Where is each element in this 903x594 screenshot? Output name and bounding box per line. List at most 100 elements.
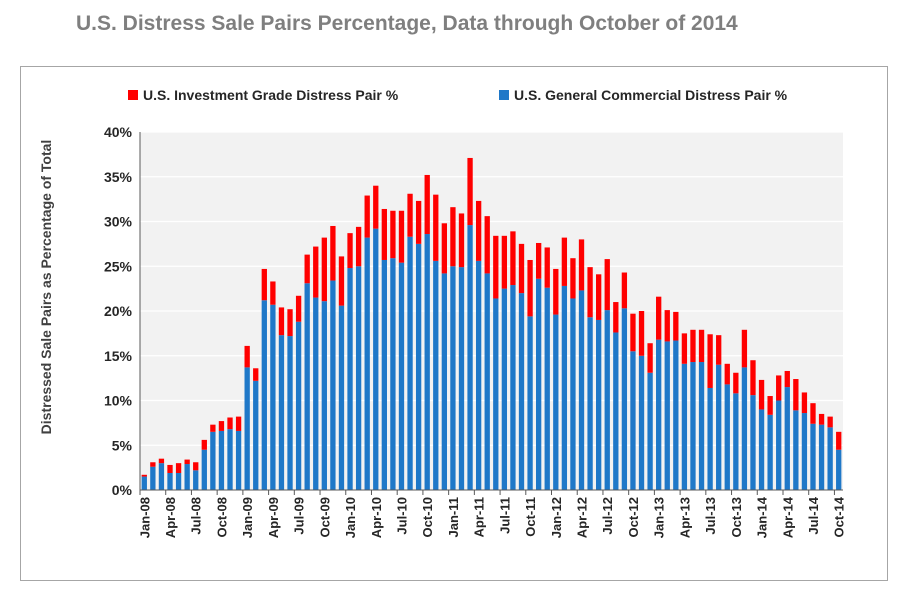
- bar-general-commercial: [810, 423, 816, 490]
- bar-investment-grade: [193, 462, 199, 471]
- bar-general-commercial: [750, 395, 756, 490]
- bar-general-commercial: [741, 367, 748, 490]
- bar-general-commercial: [733, 393, 739, 490]
- bar-investment-grade: [827, 416, 833, 428]
- bar-general-commercial: [227, 429, 233, 490]
- bar-investment-grade: [501, 235, 508, 289]
- bar-general-commercial: [793, 410, 799, 490]
- bar-investment-grade: [535, 242, 542, 279]
- bar-investment-grade: [415, 200, 422, 244]
- bar-investment-grade: [321, 237, 327, 302]
- x-tick-label: Jan-14: [755, 496, 770, 538]
- bar-general-commercial: [450, 266, 456, 490]
- legend-investment-grade: U.S. Investment Grade Distress Pair %: [128, 86, 398, 104]
- page-title: U.S. Distress Sale Pairs Percentage, Dat…: [76, 12, 738, 35]
- bar-investment-grade: [390, 210, 396, 259]
- bar-investment-grade: [441, 223, 448, 274]
- bar-general-commercial: [364, 237, 370, 490]
- bar-general-commercial: [613, 332, 619, 490]
- y-tick-label: 30%: [104, 214, 133, 230]
- bar-general-commercial: [630, 351, 636, 490]
- x-tick-label: Jan-10: [343, 497, 358, 538]
- legend-label-investment-grade: U.S. Investment Grade Distress Pair %: [143, 87, 399, 103]
- y-tick-label: 0%: [112, 482, 133, 498]
- bar-general-commercial: [758, 409, 765, 490]
- bar-general-commercial: [767, 414, 773, 490]
- bar-general-commercial: [373, 228, 379, 490]
- bar-general-commercial: [167, 472, 173, 490]
- bar-investment-grade: [561, 237, 568, 286]
- bar-general-commercial: [493, 298, 499, 490]
- bar-general-commercial: [347, 268, 353, 490]
- bar-investment-grade: [184, 459, 190, 465]
- bar-investment-grade: [227, 417, 233, 430]
- bar-investment-grade: [656, 296, 662, 340]
- bar-investment-grade: [518, 243, 525, 294]
- x-tick-label: Jan-09: [240, 497, 255, 538]
- bar-investment-grade: [767, 396, 773, 415]
- bar-investment-grade: [235, 416, 242, 431]
- bar-investment-grade: [596, 274, 602, 320]
- bar-investment-grade: [484, 216, 490, 274]
- bar-general-commercial: [338, 305, 345, 490]
- bar-general-commercial: [304, 283, 310, 490]
- bar-investment-grade: [210, 424, 216, 432]
- bar-investment-grade: [158, 458, 165, 464]
- bar-general-commercial: [681, 363, 688, 490]
- x-tick-label: Apr-11: [472, 497, 487, 537]
- x-tick-label: Jul-12: [600, 497, 615, 535]
- bar-investment-grade: [381, 208, 387, 260]
- y-tick-label: 40%: [104, 124, 133, 140]
- bar-general-commercial: [261, 300, 267, 490]
- bar-investment-grade: [338, 256, 345, 306]
- bar-general-commercial: [784, 387, 790, 490]
- bar-investment-grade: [493, 235, 499, 299]
- x-tick-label: Apr-13: [677, 497, 692, 538]
- bar-investment-grade: [613, 302, 619, 333]
- bar-general-commercial: [518, 293, 525, 490]
- bar-general-commercial: [647, 372, 653, 490]
- bar-general-commercial: [398, 262, 405, 490]
- bar-general-commercial: [441, 273, 448, 490]
- bar-investment-grade: [673, 311, 679, 341]
- bar-investment-grade: [690, 329, 696, 363]
- bar-general-commercial: [475, 260, 482, 490]
- bar-investment-grade: [604, 259, 610, 311]
- bar-general-commercial: [390, 258, 396, 490]
- bar-general-commercial: [553, 314, 559, 490]
- bar-general-commercial: [501, 288, 508, 490]
- y-tick-label: 20%: [104, 303, 133, 319]
- bar-general-commercial: [321, 301, 327, 490]
- bar-general-commercial: [355, 266, 362, 490]
- bar-general-commercial: [570, 298, 576, 490]
- legend-label-general-commercial: U.S. General Commercial Distress Pair %: [514, 87, 788, 103]
- bar-general-commercial: [673, 340, 679, 490]
- bar-investment-grade: [587, 267, 593, 318]
- bar-general-commercial: [458, 267, 465, 490]
- bar-general-commercial: [407, 236, 413, 490]
- bar-investment-grade: [201, 439, 207, 450]
- bar-investment-grade: [175, 463, 182, 473]
- x-tick-label: Jan-12: [549, 497, 564, 538]
- legend-swatch-general-commercial: [499, 90, 509, 100]
- x-tick-label: Jul-11: [497, 497, 512, 534]
- bar-general-commercial: [218, 430, 225, 490]
- bar-general-commercial: [313, 297, 319, 490]
- bar-investment-grade: [424, 174, 430, 235]
- bar-investment-grade: [167, 464, 173, 473]
- bar-investment-grade: [253, 368, 259, 381]
- bar-general-commercial: [184, 464, 190, 490]
- bar-general-commercial: [295, 321, 302, 490]
- y-tick-label: 10%: [104, 393, 133, 409]
- bar-general-commercial: [638, 355, 645, 490]
- bar-general-commercial: [150, 466, 156, 490]
- bar-investment-grade: [244, 345, 250, 368]
- legend-general-commercial: U.S. General Commercial Distress Pair %: [499, 86, 787, 104]
- bar-general-commercial: [535, 278, 542, 490]
- bar-general-commercial: [801, 413, 808, 490]
- bar-investment-grade: [544, 247, 550, 288]
- bar-investment-grade: [278, 307, 285, 336]
- bar-general-commercial: [776, 400, 782, 490]
- bar-general-commercial: [587, 317, 593, 490]
- bar-investment-grade: [698, 329, 705, 363]
